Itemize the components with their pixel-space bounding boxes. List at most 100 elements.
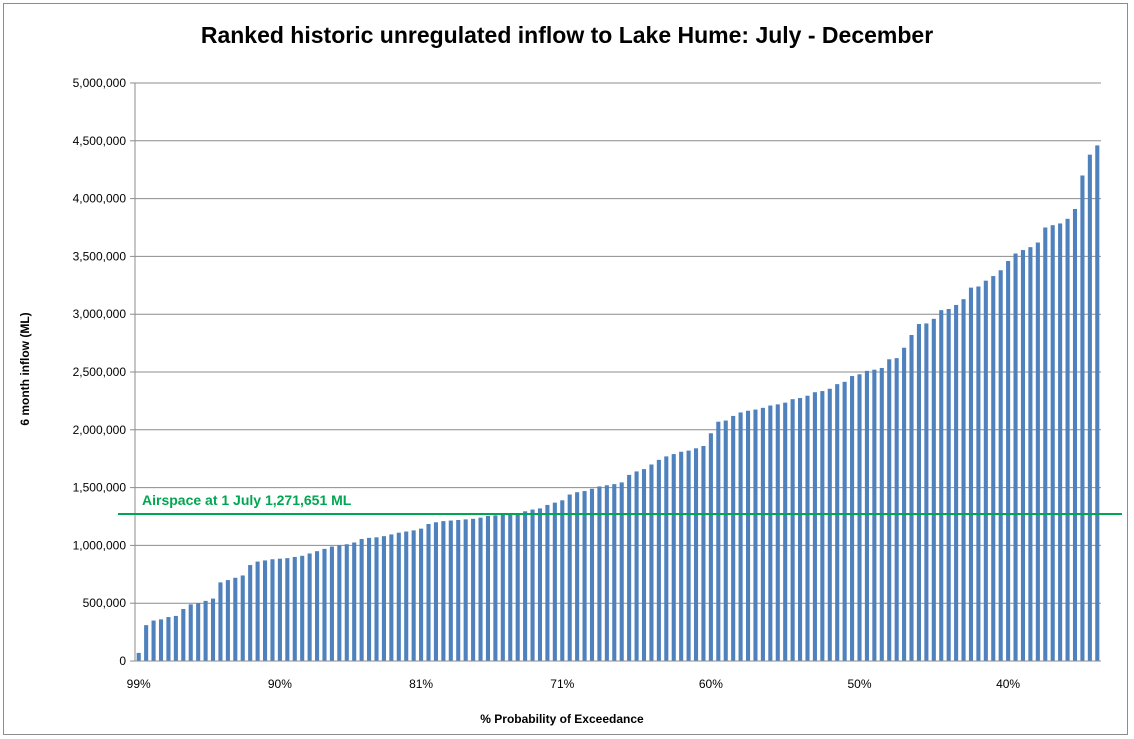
bar — [671, 454, 676, 661]
bar — [924, 323, 929, 661]
y-tick-label: 1,000,000 — [73, 538, 127, 552]
y-tick-label: 0 — [119, 654, 126, 668]
bar — [270, 559, 275, 661]
bar — [151, 620, 156, 661]
bar — [850, 376, 855, 661]
reference-line-group: Airspace at 1 July 1,271,651 ML — [118, 492, 1122, 515]
y-tick-label: 5,000,000 — [73, 76, 127, 90]
bar — [916, 324, 921, 661]
bar — [441, 521, 446, 661]
bar — [248, 565, 253, 661]
bar — [627, 474, 632, 661]
bar — [798, 398, 803, 661]
bar — [485, 515, 491, 661]
y-tick-label: 3,000,000 — [73, 307, 127, 321]
bar — [812, 392, 817, 661]
bar — [552, 502, 557, 661]
bar — [1028, 247, 1033, 661]
bar — [775, 404, 780, 661]
x-tick-label: 81% — [409, 677, 433, 691]
bar — [760, 407, 765, 661]
bar — [448, 520, 453, 661]
bar — [983, 280, 988, 661]
bar — [277, 558, 282, 661]
bar — [240, 575, 245, 661]
bar — [315, 551, 320, 661]
bar — [954, 304, 959, 661]
bar — [887, 359, 892, 661]
bar — [500, 514, 505, 661]
y-tick-label: 2,000,000 — [73, 423, 127, 437]
bar — [612, 484, 617, 661]
bar — [322, 548, 327, 661]
y-axis-title: 6 month inflow (ML) — [18, 312, 32, 425]
bar — [285, 558, 290, 661]
bar — [1013, 253, 1018, 661]
bar — [746, 410, 751, 661]
bar — [545, 504, 550, 661]
x-tick-label: 99% — [127, 677, 151, 691]
bar — [203, 600, 208, 661]
x-tick-label: 40% — [996, 677, 1020, 691]
bar — [641, 469, 647, 661]
bar — [1087, 154, 1092, 662]
bar — [478, 517, 483, 661]
bar — [582, 491, 587, 661]
bar — [300, 555, 305, 661]
bar — [1006, 261, 1011, 661]
bar — [805, 395, 810, 661]
bar — [783, 402, 788, 661]
bar — [523, 511, 528, 661]
bar — [173, 615, 178, 661]
y-tick-label: 2,500,000 — [73, 365, 127, 379]
bar — [433, 522, 438, 661]
bar — [961, 299, 966, 661]
bar — [991, 276, 996, 661]
bar — [857, 374, 862, 661]
bar — [166, 617, 171, 661]
bar — [396, 532, 401, 661]
reference-line-label: Airspace at 1 July 1,271,651 ML — [142, 492, 352, 508]
bar — [463, 519, 468, 661]
bar — [1043, 227, 1048, 661]
chart-svg: Ranked historic unregulated inflow to La… — [18, 22, 1122, 726]
bar — [649, 464, 654, 661]
bar — [872, 369, 877, 661]
bar — [723, 420, 728, 661]
bar — [560, 500, 565, 661]
bar — [1058, 223, 1063, 661]
bar — [136, 652, 141, 661]
x-tick-label: 71% — [550, 677, 574, 691]
bar — [968, 287, 974, 661]
bar — [255, 561, 260, 661]
bar — [389, 534, 394, 661]
y-tick-label: 4,500,000 — [73, 134, 127, 148]
bar — [976, 286, 981, 661]
bar — [589, 488, 595, 661]
bar — [693, 448, 699, 661]
bar — [292, 556, 297, 661]
bar — [686, 450, 691, 661]
bar — [708, 433, 713, 661]
x-tick-label: 50% — [847, 677, 871, 691]
bar — [946, 309, 951, 661]
bar — [604, 485, 609, 661]
bar — [181, 608, 186, 661]
chart-title: Ranked historic unregulated inflow to La… — [201, 22, 933, 48]
bar — [902, 347, 907, 661]
y-tick-labels: 0 500,000 1,000,000 1,500,000 2,000,000 2,500… — [73, 76, 127, 668]
bar — [679, 451, 684, 661]
chart-frame: Ranked historic unregulated inflow to La… — [3, 3, 1128, 735]
bar — [909, 335, 914, 661]
bar — [575, 492, 580, 661]
bar — [790, 399, 795, 661]
bar — [374, 537, 379, 661]
bar — [530, 509, 535, 661]
bar — [597, 486, 602, 661]
bar — [344, 544, 349, 661]
bar — [1080, 175, 1085, 662]
bar — [426, 524, 431, 661]
bar — [567, 494, 572, 661]
bar — [158, 619, 164, 661]
bar — [768, 405, 773, 661]
